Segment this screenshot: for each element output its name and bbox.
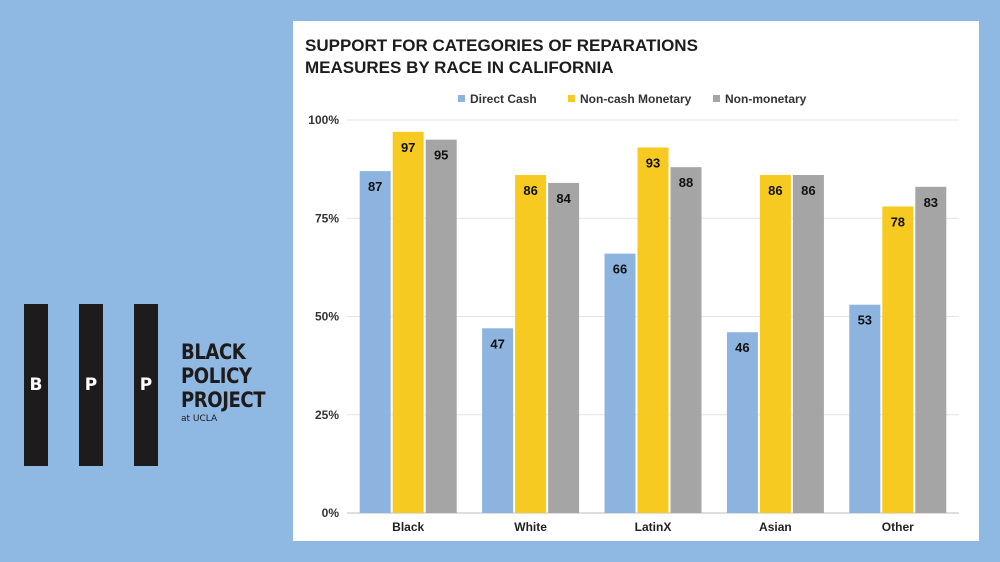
bar-asian-non-cash-monetary (759, 175, 791, 513)
legend-label-direct-cash: Direct Cash (470, 92, 537, 106)
category-label-other: Other (882, 520, 914, 534)
bar-asian-direct-cash (726, 332, 758, 513)
bar-other-direct-cash (849, 304, 881, 513)
y-tick-label-25: 25% (315, 408, 339, 422)
legend-swatch-non-monetary (713, 95, 720, 102)
y-tick-label-75: 75% (315, 211, 339, 225)
bar-latinx-non-cash-monetary (637, 147, 669, 513)
data-label-latinx-non-cash-monetary: 93 (646, 156, 660, 171)
bar-black-non-monetary (425, 139, 457, 513)
bar-latinx-non-monetary (670, 167, 702, 513)
data-label-latinx-non-monetary: 88 (679, 175, 693, 190)
logo-letter-p1: P (84, 375, 98, 395)
data-label-white-non-monetary: 84 (556, 191, 571, 206)
bar-white-non-monetary (548, 182, 580, 513)
logo-subtitle: at UCLA (181, 414, 218, 424)
data-label-asian-non-monetary: 86 (801, 183, 815, 198)
bar-black-direct-cash (359, 171, 391, 513)
data-label-white-direct-cash: 47 (490, 336, 504, 351)
data-label-other-non-monetary: 83 (924, 195, 938, 210)
category-label-white: White (514, 520, 547, 534)
data-label-black-non-monetary: 95 (434, 148, 448, 163)
logo-wordmark: BLACK POLICY PROJECT at UCLA (181, 342, 279, 424)
bar-other-non-monetary (915, 186, 947, 513)
legend-label-non-monetary: Non-monetary (725, 92, 807, 106)
category-label-black: Black (392, 520, 424, 534)
legend-label-non-cash-monetary: Non-cash Monetary (580, 92, 692, 106)
bar-white-non-cash-monetary (515, 175, 547, 513)
logo-line-black: BLACK (181, 340, 246, 364)
legend-swatch-direct-cash (458, 95, 465, 102)
bar-other-non-cash-monetary (882, 206, 914, 513)
chart-title-line-1: SUPPORT FOR CATEGORIES OF REPARATIONS (305, 36, 698, 55)
data-label-black-non-cash-monetary: 97 (401, 140, 415, 155)
bar-black-non-cash-monetary (392, 131, 424, 513)
logo-line-project: PROJECT (181, 388, 266, 412)
data-label-black-direct-cash: 87 (368, 179, 382, 194)
data-label-asian-non-cash-monetary: 86 (768, 183, 782, 198)
data-label-latinx-direct-cash: 66 (613, 262, 627, 277)
logo-bar-p1: P (79, 304, 103, 466)
y-tick-label-50: 50% (315, 310, 339, 324)
logo-letter-p2: P (139, 375, 153, 395)
data-label-other-non-cash-monetary: 78 (891, 214, 905, 229)
legend-swatch-non-cash-monetary (568, 95, 575, 102)
data-label-white-non-cash-monetary: 86 (523, 183, 537, 198)
data-label-asian-direct-cash: 46 (735, 340, 749, 355)
logo-bar-b: B (24, 304, 48, 466)
category-label-asian: Asian (759, 520, 792, 534)
chart-panel: SUPPORT FOR CATEGORIES OF REPARATIONS ME… (293, 21, 979, 541)
logo-bar-p2: P (134, 304, 158, 466)
chart-title: SUPPORT FOR CATEGORIES OF REPARATIONS ME… (305, 35, 698, 79)
bar-white-direct-cash (482, 328, 514, 513)
y-tick-label-0: 0% (322, 506, 340, 520)
chart-title-line-2: MEASURES BY RACE IN CALIFORNIA (305, 58, 614, 77)
y-tick-label-100: 100% (308, 113, 339, 127)
bar-chart: 0% 25% 50% 75% 100% 87 97 95 Black 47 86 84 White 66 9… (308, 92, 959, 534)
logo-letter-b: B (29, 375, 43, 395)
category-label-latinx: LatinX (635, 520, 672, 534)
logo-line-policy: POLICY (181, 364, 252, 388)
bar-latinx-direct-cash (604, 253, 636, 513)
bar-asian-non-monetary (792, 175, 824, 513)
data-label-other-direct-cash: 53 (858, 313, 872, 328)
black-policy-project-logo: B P P BLACK POLICY PROJECT at UCLA (24, 304, 284, 466)
